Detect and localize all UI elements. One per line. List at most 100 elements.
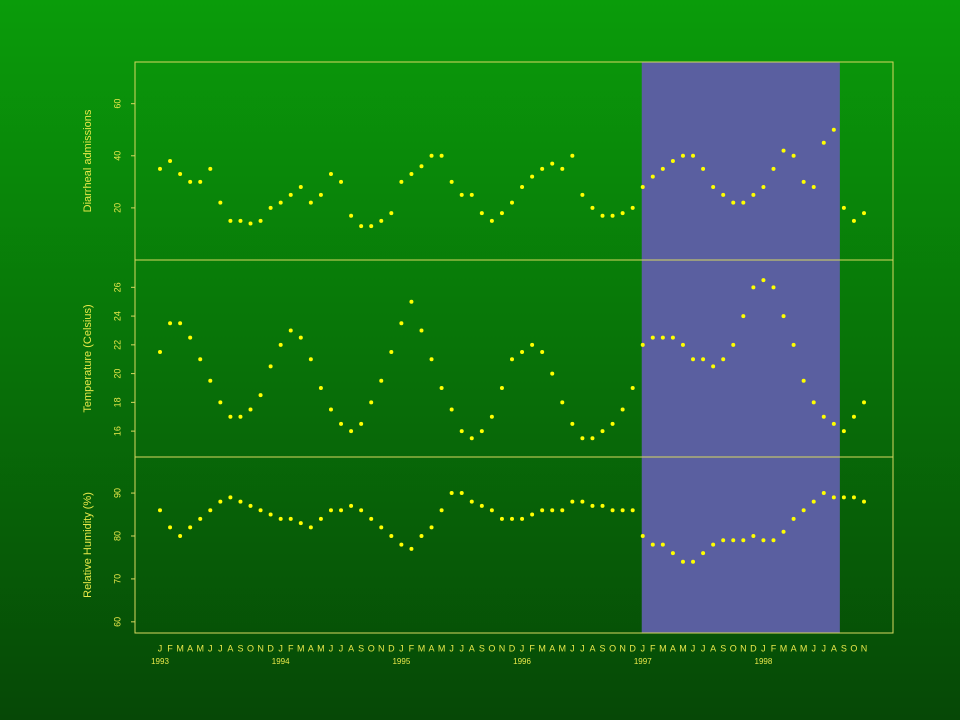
year-label: 1994 [272,657,290,666]
data-point [339,508,344,513]
x-tick-label: J [520,643,525,653]
data-point [489,218,494,223]
data-point [178,321,183,326]
data-point [308,357,313,362]
data-point [711,185,716,190]
data-point [600,503,605,508]
x-tick-label: M [538,643,546,653]
data-point [409,546,414,551]
data-point [680,559,685,564]
highlight-band [641,457,840,633]
data-point [862,499,866,504]
data-point [610,508,615,513]
x-tick-label: J [580,643,585,653]
year-label: 1997 [634,657,652,666]
data-point [580,499,585,504]
data-point [831,421,836,426]
data-point [811,499,816,504]
data-point [469,192,474,197]
data-point [449,179,454,184]
x-tick-label: J [218,643,223,653]
x-tick-label: O [368,643,375,653]
data-point [721,357,726,362]
data-point [369,224,374,229]
highlight-band [641,260,840,457]
data-point [298,335,303,340]
x-tick-label: J [570,643,575,653]
x-tick-label: S [237,643,243,653]
data-point [620,508,625,513]
y-tick-label: 24 [112,311,122,321]
data-point [359,421,364,426]
data-point [540,508,545,513]
data-point [439,385,444,390]
data-point [449,491,454,496]
data-point [691,559,696,564]
y-tick-label: 20 [112,369,122,379]
data-point [389,211,394,216]
x-tick-label: M [176,643,184,653]
data-point [781,529,786,534]
data-point [751,285,756,290]
x-tick-label: S [720,643,726,653]
data-point [781,314,786,319]
data-point [429,525,434,530]
data-point [449,407,454,412]
data-point [510,516,514,521]
data-point [791,153,796,158]
x-tick-label: M [418,643,426,653]
x-tick-label: F [650,643,656,653]
data-point [680,342,685,347]
data-point [630,508,635,513]
data-point [650,174,655,179]
data-point [228,218,233,223]
data-point [701,551,706,556]
x-tick-label: J [339,643,344,653]
data-point [731,200,736,205]
data-point [399,321,404,326]
data-point [258,393,263,398]
data-point [530,512,535,517]
data-point [268,364,273,369]
data-point [188,525,193,530]
x-tick-label: M [679,643,687,653]
x-tick-label: J [811,643,816,653]
data-point [670,551,675,556]
data-point [540,350,545,355]
data-point [781,148,786,153]
data-point [499,385,504,390]
data-point [328,407,333,412]
data-point [238,414,243,419]
data-point [459,192,464,197]
data-point [328,172,333,177]
data-point [600,213,605,218]
x-tick-label: D [388,643,395,653]
x-tick-label: A [831,643,837,653]
data-point [369,400,374,405]
data-point [801,508,806,513]
x-tick-label: O [247,643,254,653]
data-point [660,166,665,171]
data-point [510,200,514,205]
x-tick-label: M [659,643,667,653]
data-point [409,172,414,177]
data-point [308,525,313,530]
data-point [721,538,726,543]
data-point [258,508,263,513]
x-tick-label: M [438,643,446,653]
year-label: 1998 [755,657,773,666]
data-point [248,503,253,508]
data-point [801,378,806,383]
x-tick-label: M [317,643,325,653]
data-point [208,166,213,171]
data-point [821,414,826,419]
x-tick-label: J [449,643,454,653]
data-point [158,508,162,513]
x-tick-label: M [559,643,567,653]
data-point [741,538,746,543]
data-point [278,516,283,521]
x-tick-label: A [187,643,193,653]
panel-frame [134,456,894,634]
data-point [862,211,866,216]
